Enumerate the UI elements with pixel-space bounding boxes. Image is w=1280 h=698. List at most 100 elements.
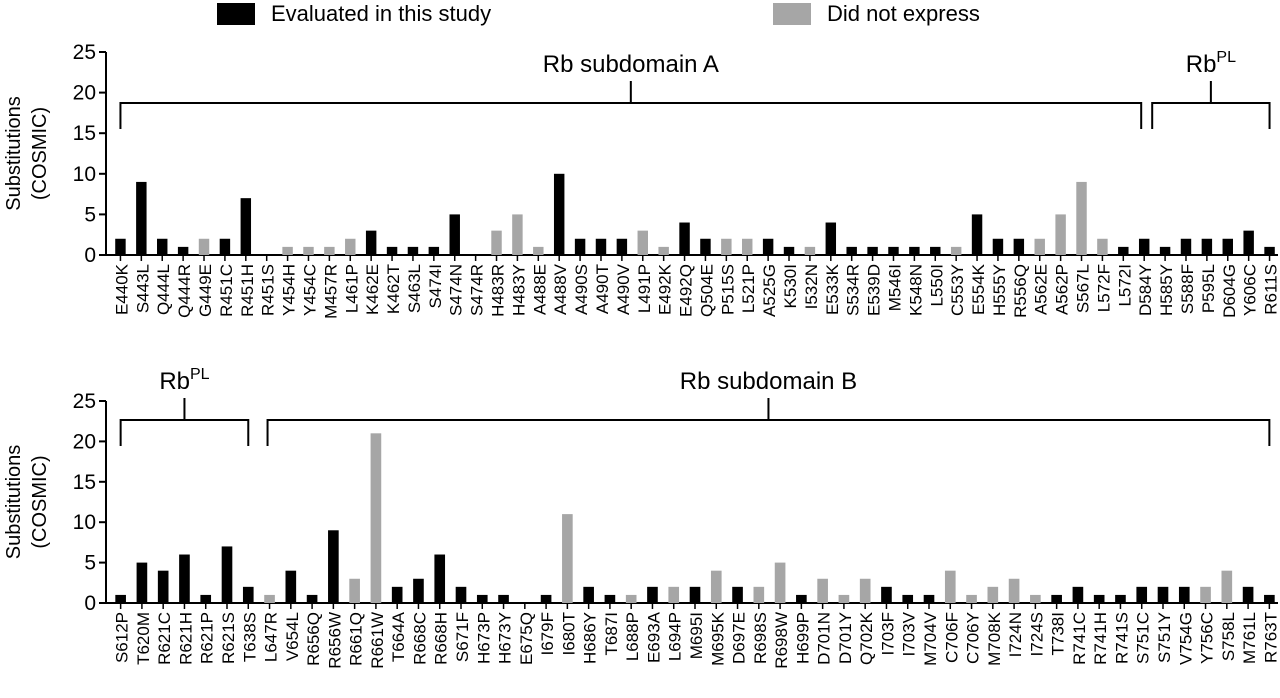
bar-not-expressed (658, 246, 669, 255)
bar-evaluated (306, 594, 318, 603)
y-tick-label: 25 (73, 390, 96, 413)
domain-label-superscript: PL (1216, 49, 1236, 66)
legend-not-expressed: Did not express (773, 0, 980, 28)
x-tick-label: K462E (363, 264, 382, 315)
x-tick-label: M695I (687, 612, 706, 659)
x-tick-label: T687I (602, 612, 621, 655)
bar-evaluated (1118, 246, 1129, 255)
bar-evaluated (540, 594, 552, 603)
domain-label-superscript: PL (190, 366, 210, 383)
bar-evaluated (157, 570, 169, 603)
bar-not-expressed (533, 246, 544, 255)
x-tick-label: A490S (572, 264, 591, 315)
bar-evaluated (1243, 230, 1254, 255)
bar-evaluated (407, 246, 419, 255)
x-tick-label: I680T (559, 612, 578, 655)
x-tick-label: E492K (656, 263, 675, 315)
bar-evaluated (888, 246, 899, 255)
x-tick-label: H585Y (1157, 264, 1176, 316)
bar-evaluated (1072, 586, 1084, 603)
bar-evaluated (881, 586, 892, 603)
bar-not-expressed (491, 230, 502, 255)
x-tick-label: M704V (921, 611, 940, 666)
bar-evaluated (930, 246, 941, 255)
x-tick-label: I703V (900, 611, 919, 656)
x-tick-label: R741S (1112, 612, 1131, 664)
chart-panel-top: 0 5 10 15 20 25 Substitutions (COSMIC) E440K S443… (3, 41, 1280, 319)
bar-not-expressed (966, 594, 977, 603)
x-tick-label: V754G (1176, 612, 1195, 665)
x-tick-label: R451C (217, 264, 236, 317)
domain-bracket (119, 81, 1143, 129)
x-tick-label: V654L (283, 612, 302, 661)
x-tick-label: H699P (793, 612, 812, 664)
x-tick-label: S474I (426, 264, 445, 308)
x-tick-label: L647R (262, 612, 281, 662)
bar-evaluated (476, 594, 488, 603)
x-tick-label: T738I (1049, 612, 1068, 655)
x-tick-label: L491P (635, 264, 654, 313)
x-tick-label: A562P (1053, 264, 1072, 315)
x-tick-label: R668C (410, 612, 429, 665)
bar-evaluated (647, 586, 658, 603)
y-tick-label: 0 (84, 244, 96, 267)
x-tick-label: C706F (942, 612, 961, 663)
x-tick-label: S588F (1178, 264, 1197, 314)
x-tick-label: S567L (1074, 264, 1093, 313)
x-tick-label: E492Q (677, 264, 696, 317)
bar-evaluated (1180, 238, 1192, 255)
bar-evaluated (992, 238, 1004, 255)
bar-evaluated (1093, 594, 1105, 603)
bar-not-expressed (625, 594, 637, 603)
bar-not-expressed (668, 586, 680, 603)
x-tick-label: R661W (368, 612, 387, 669)
y-tick-label: 5 (84, 552, 96, 575)
domain-bracket (119, 398, 250, 446)
x-tick-label: K548N (906, 264, 925, 316)
x-tick-label: R741H (1091, 612, 1110, 665)
bar-evaluated (115, 238, 126, 255)
x-tick-label: E693A (644, 611, 663, 663)
x-tick-label: I724N (1006, 612, 1025, 657)
x-tick-label: K530I (781, 264, 800, 308)
bar-evaluated (679, 222, 690, 255)
bar-evaluated (1138, 238, 1150, 255)
x-tick-label: M708K (985, 611, 1004, 666)
x-tick-label: I679F (538, 612, 557, 655)
x-tick-label: R621C (155, 612, 174, 665)
x-tick-label: E533K (823, 263, 842, 315)
bar-evaluated (242, 586, 254, 603)
x-tick-label: C706Y (964, 612, 983, 664)
bar-evaluated (285, 570, 297, 603)
x-tick-label: R763T (1261, 612, 1280, 663)
bar-evaluated (115, 594, 126, 603)
bar-evaluated (1264, 594, 1275, 603)
bar-evaluated (391, 586, 403, 603)
bar-not-expressed (721, 238, 732, 255)
x-tick-label: I703F (878, 612, 897, 655)
x-tick-label: E440K (112, 263, 131, 315)
bar-evaluated (825, 222, 837, 255)
bar-not-expressed (1055, 214, 1066, 255)
x-tick-label: Y454C (300, 264, 319, 316)
x-tick-label: K462T (384, 264, 403, 314)
x-tick-label: L694P (666, 612, 685, 661)
x-tick-label: G449E (196, 264, 215, 317)
bar-evaluated (365, 230, 377, 255)
bar-evaluated (428, 246, 440, 255)
bar-evaluated (1242, 586, 1254, 603)
x-tick-label: I724S (1027, 612, 1046, 656)
y-axis-label: (COSMIC) (29, 107, 51, 200)
bar-not-expressed (1200, 586, 1211, 603)
domain-bracket (1151, 81, 1271, 129)
bar-evaluated (240, 198, 252, 255)
x-tick-label: M546I (885, 264, 904, 311)
bar-not-expressed (562, 514, 573, 603)
bar-evaluated (595, 238, 607, 255)
x-tick-label: E539D (865, 264, 884, 316)
x-tick-label: P595L (1199, 264, 1218, 313)
bar-evaluated (136, 181, 147, 255)
x-tick-label: D604G (1220, 264, 1239, 318)
bar-not-expressed (370, 433, 382, 603)
